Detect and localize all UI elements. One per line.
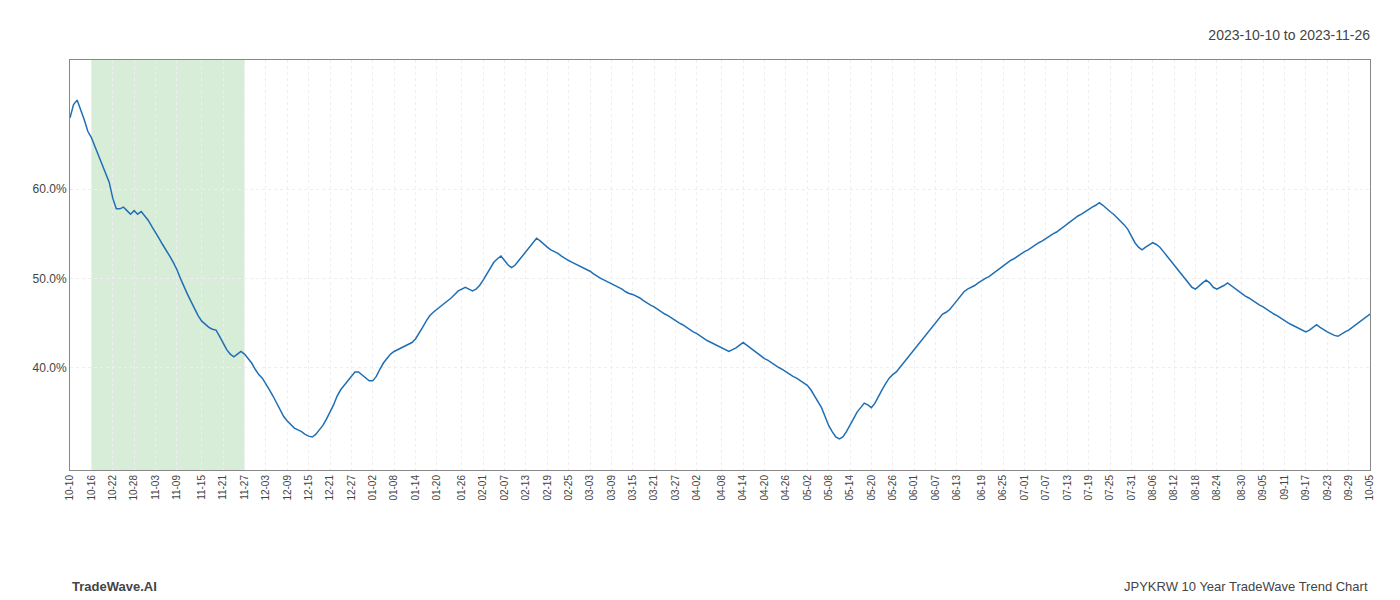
svg-text:11-09: 11-09 — [171, 475, 182, 500]
svg-text:04-26: 04-26 — [780, 475, 791, 501]
svg-text:12-21: 12-21 — [324, 475, 335, 501]
svg-text:08-06: 08-06 — [1147, 475, 1158, 501]
svg-text:50.0%: 50.0% — [33, 272, 67, 286]
svg-text:10-28: 10-28 — [128, 475, 139, 501]
svg-text:08-30: 08-30 — [1236, 475, 1247, 501]
svg-text:03-27: 03-27 — [670, 475, 681, 501]
svg-text:02-07: 02-07 — [499, 475, 510, 501]
svg-text:11-27: 11-27 — [239, 475, 250, 500]
svg-text:06-01: 06-01 — [908, 475, 919, 501]
svg-text:11-03: 11-03 — [150, 475, 161, 500]
svg-text:08-12: 08-12 — [1168, 475, 1179, 501]
svg-text:10-16: 10-16 — [86, 475, 97, 501]
svg-text:07-01: 07-01 — [1019, 475, 1030, 501]
svg-text:01-14: 01-14 — [410, 475, 421, 501]
svg-text:07-19: 07-19 — [1083, 475, 1094, 501]
svg-text:06-19: 06-19 — [976, 475, 987, 501]
svg-text:40.0%: 40.0% — [33, 361, 67, 375]
svg-text:02-19: 02-19 — [542, 475, 553, 501]
svg-text:07-13: 07-13 — [1062, 475, 1073, 501]
svg-text:09-05: 09-05 — [1257, 475, 1268, 501]
svg-text:02-01: 02-01 — [477, 475, 488, 501]
svg-text:11-21: 11-21 — [217, 475, 228, 500]
svg-text:01-08: 01-08 — [388, 475, 399, 501]
svg-text:60.0%: 60.0% — [33, 182, 67, 196]
svg-text:09-17: 09-17 — [1300, 475, 1311, 501]
svg-text:02-25: 02-25 — [563, 475, 574, 501]
svg-text:08-24: 08-24 — [1211, 475, 1222, 501]
svg-text:07-31: 07-31 — [1126, 475, 1137, 501]
svg-text:04-08: 04-08 — [716, 475, 727, 501]
svg-text:05-26: 05-26 — [887, 475, 898, 501]
svg-text:03-03: 03-03 — [584, 475, 595, 501]
svg-text:05-02: 05-02 — [802, 475, 813, 501]
svg-text:09-23: 09-23 — [1322, 475, 1333, 501]
svg-text:02-13: 02-13 — [520, 475, 531, 501]
svg-text:06-07: 06-07 — [930, 475, 941, 501]
svg-text:TradeWave.AI: TradeWave.AI — [72, 579, 157, 594]
svg-text:12-09: 12-09 — [282, 475, 293, 501]
svg-text:05-14: 05-14 — [844, 475, 855, 501]
svg-text:03-09: 03-09 — [606, 475, 617, 501]
svg-text:10-10: 10-10 — [64, 475, 75, 501]
svg-text:10-22: 10-22 — [107, 475, 118, 501]
svg-text:12-27: 12-27 — [346, 475, 357, 501]
svg-text:09-29: 09-29 — [1343, 475, 1354, 501]
svg-text:03-15: 03-15 — [627, 475, 638, 501]
svg-text:05-08: 05-08 — [823, 475, 834, 501]
svg-text:05-20: 05-20 — [866, 475, 877, 501]
svg-text:04-02: 04-02 — [691, 475, 702, 501]
svg-text:10-05: 10-05 — [1364, 475, 1375, 501]
svg-text:01-02: 01-02 — [367, 475, 378, 501]
svg-text:01-20: 01-20 — [431, 475, 442, 501]
svg-text:08-18: 08-18 — [1190, 475, 1201, 501]
svg-text:12-03: 12-03 — [260, 475, 271, 501]
svg-text:07-25: 07-25 — [1104, 475, 1115, 501]
svg-text:06-25: 06-25 — [997, 475, 1008, 501]
svg-text:03-21: 03-21 — [648, 475, 659, 501]
svg-text:09-11: 09-11 — [1279, 475, 1290, 500]
svg-text:04-14: 04-14 — [737, 475, 748, 501]
svg-text:JPYKRW 10 Year TradeWave Trend: JPYKRW 10 Year TradeWave Trend Chart — [1124, 579, 1368, 594]
svg-text:2023-10-10 to 2023-11-26: 2023-10-10 to 2023-11-26 — [1208, 27, 1370, 43]
svg-text:04-20: 04-20 — [759, 475, 770, 501]
svg-text:01-26: 01-26 — [456, 475, 467, 501]
svg-text:07-07: 07-07 — [1040, 475, 1051, 501]
svg-text:11-15: 11-15 — [196, 475, 207, 500]
svg-text:12-15: 12-15 — [303, 475, 314, 501]
svg-text:06-13: 06-13 — [951, 475, 962, 501]
